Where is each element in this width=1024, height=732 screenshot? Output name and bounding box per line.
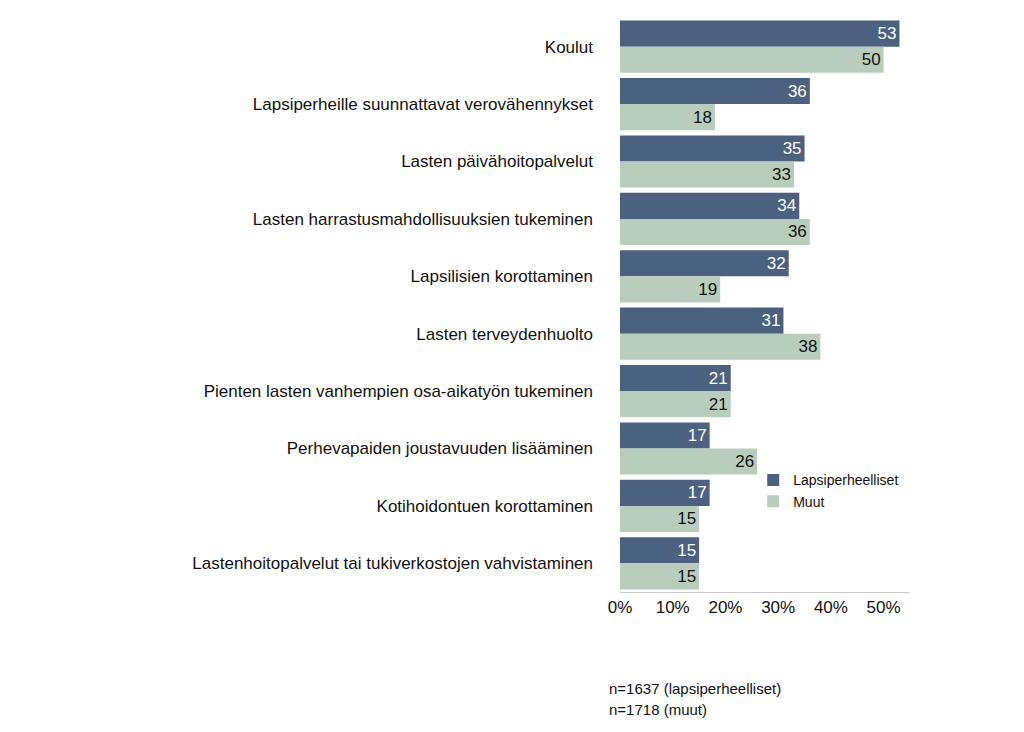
svg-text:Kotihoidontuen korottaminen: Kotihoidontuen korottaminen — [377, 497, 593, 516]
svg-text:26: 26 — [735, 452, 754, 471]
svg-text:Muut: Muut — [793, 494, 824, 510]
svg-text:40%: 40% — [814, 598, 848, 617]
svg-text:18: 18 — [693, 108, 712, 127]
svg-text:32: 32 — [767, 254, 786, 273]
svg-text:15: 15 — [677, 541, 696, 560]
svg-text:17: 17 — [688, 426, 707, 445]
svg-text:Perhevapaiden joustavuuden lis: Perhevapaiden joustavuuden lisääminen — [287, 439, 593, 458]
svg-text:Lastenhoitopalvelut tai tukive: Lastenhoitopalvelut tai tukiverkostojen … — [192, 554, 593, 573]
svg-text:33: 33 — [772, 165, 791, 184]
svg-text:Lasten päivähoitopalvelut: Lasten päivähoitopalvelut — [401, 152, 593, 171]
svg-text:Pienten lasten vanhempien osa-: Pienten lasten vanhempien osa-aikatyön t… — [204, 382, 593, 401]
svg-text:Lapsilisien korottaminen: Lapsilisien korottaminen — [411, 267, 593, 286]
svg-text:36: 36 — [788, 222, 807, 241]
svg-text:n=1637 (lapsiperheelliset): n=1637 (lapsiperheelliset) — [609, 680, 781, 697]
svg-text:n=1718 (muut): n=1718 (muut) — [609, 701, 707, 718]
svg-text:Koulut: Koulut — [545, 38, 593, 57]
svg-text:Lasten harrastusmahdollisuuksi: Lasten harrastusmahdollisuuksien tukemin… — [253, 210, 593, 229]
svg-text:Lasten terveydenhuolto: Lasten terveydenhuolto — [416, 325, 593, 344]
svg-text:30%: 30% — [761, 598, 795, 617]
svg-text:38: 38 — [798, 337, 817, 356]
svg-text:36: 36 — [788, 82, 807, 101]
svg-text:15: 15 — [677, 567, 696, 586]
svg-text:31: 31 — [762, 311, 781, 330]
svg-text:19: 19 — [698, 280, 717, 299]
svg-text:15: 15 — [677, 509, 696, 528]
svg-text:21: 21 — [709, 369, 728, 388]
svg-text:20%: 20% — [708, 598, 742, 617]
svg-text:53: 53 — [878, 24, 897, 43]
svg-text:10%: 10% — [656, 598, 690, 617]
svg-text:21: 21 — [709, 395, 728, 414]
svg-text:50: 50 — [862, 50, 881, 69]
svg-text:17: 17 — [688, 483, 707, 502]
svg-text:35: 35 — [783, 139, 802, 158]
svg-text:0%: 0% — [608, 598, 633, 617]
svg-text:34: 34 — [777, 196, 796, 215]
svg-text:50%: 50% — [867, 598, 901, 617]
svg-text:Lapsiperheelliset: Lapsiperheelliset — [793, 472, 898, 488]
svg-text:Lapsiperheille suunnattavat ve: Lapsiperheille suunnattavat verovähennyk… — [253, 95, 594, 114]
